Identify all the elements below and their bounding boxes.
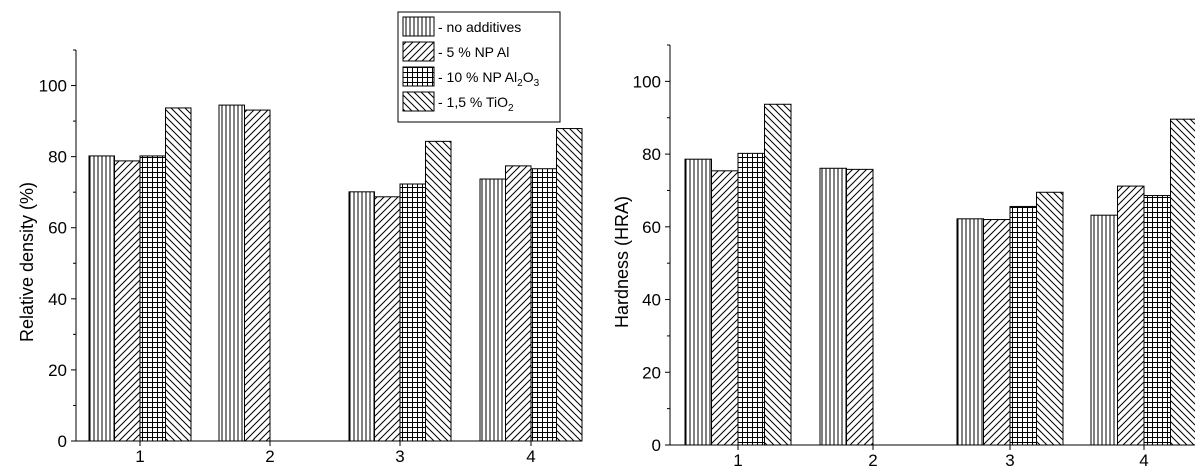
bar [1143,195,1171,446]
hardness-y-axis-label: Hardness (HRA) [612,196,632,328]
y-tick-label: 20 [48,361,67,380]
bar [218,104,245,442]
x-tick-label: 2 [265,447,274,466]
legend-swatch-crosshatch [402,66,435,87]
bar [764,103,792,446]
bar [244,109,271,442]
y-tick-label: 0 [58,432,67,451]
bar [530,168,557,442]
bar [1036,191,1064,446]
x-tick-label: 4 [1139,451,1148,470]
density-y-ticks: 0 20 40 60 80 100 [39,49,76,451]
bar [88,155,115,442]
bar [399,183,426,442]
hardness-x-ticks: 1 2 3 4 [733,445,1149,470]
bar [684,158,712,446]
y-tick-label: 100 [633,72,661,91]
y-tick-label: 40 [642,291,661,310]
y-tick-label: 80 [48,148,67,167]
y-tick-label: 20 [642,363,661,382]
bar [479,178,506,442]
bar [114,160,141,442]
density-x-ticks: 1 2 3 4 [135,441,536,466]
y-tick-label: 0 [652,436,661,455]
legend: - no additives - 5 % NP Al - 10 % NP Al2… [397,11,561,123]
x-tick-label: 3 [1005,451,1014,470]
bar [165,107,192,442]
bar [348,191,375,442]
y-tick-label: 60 [642,218,661,237]
density-y-axis-label: Relative density (%) [17,182,37,342]
x-tick-label: 2 [868,451,877,470]
y-tick-label: 80 [642,145,661,164]
legend-label: - 1,5 % TiO2 [438,94,514,114]
x-tick-label: 1 [135,447,144,466]
bar [374,196,401,442]
bar [1117,185,1145,446]
legend-item-np-al2o3: - 10 % NP Al2O3 [402,66,540,89]
bar [505,165,532,442]
y-tick-label: 100 [39,77,67,96]
bar [956,218,984,446]
x-tick-label: 4 [526,447,535,466]
density-bars [88,104,583,442]
legend-label: - 5 % NP Al [438,44,509,60]
legend-swatch-diagonal-down [402,91,435,112]
legend-item-np-al: - 5 % NP Al [402,41,509,62]
x-tick-label: 3 [395,447,404,466]
bar [425,140,452,442]
density-chart: 0 20 40 60 80 100 1 2 3 4 Relative density (%) [17,49,583,466]
hardness-chart: 0 20 40 60 80 100 1 2 3 4 Hardness (HRA) [612,44,1195,470]
legend-swatch-diagonal-up [402,41,435,62]
bar [556,128,583,442]
bar [1090,214,1118,446]
bar [737,152,765,446]
bar [139,155,166,442]
bar [711,170,739,446]
hardness-y-ticks: 0 20 40 60 80 100 [633,44,670,455]
bar [983,219,1011,446]
legend-label: - 10 % NP Al2O3 [438,69,540,89]
y-tick-label: 60 [48,219,67,238]
bar [846,168,874,446]
legend-item-no-additives: - no additives [402,16,521,37]
x-tick-label: 1 [733,451,742,470]
legend-swatch-vertical-lines [402,16,435,37]
hardness-bars [684,103,1195,446]
bar [819,167,847,446]
bar [1009,205,1037,446]
legend-item-tio2: - 1,5 % TiO2 [402,91,514,114]
bar [1170,118,1195,446]
y-tick-label: 40 [48,290,67,309]
legend-label: - no additives [438,19,521,35]
